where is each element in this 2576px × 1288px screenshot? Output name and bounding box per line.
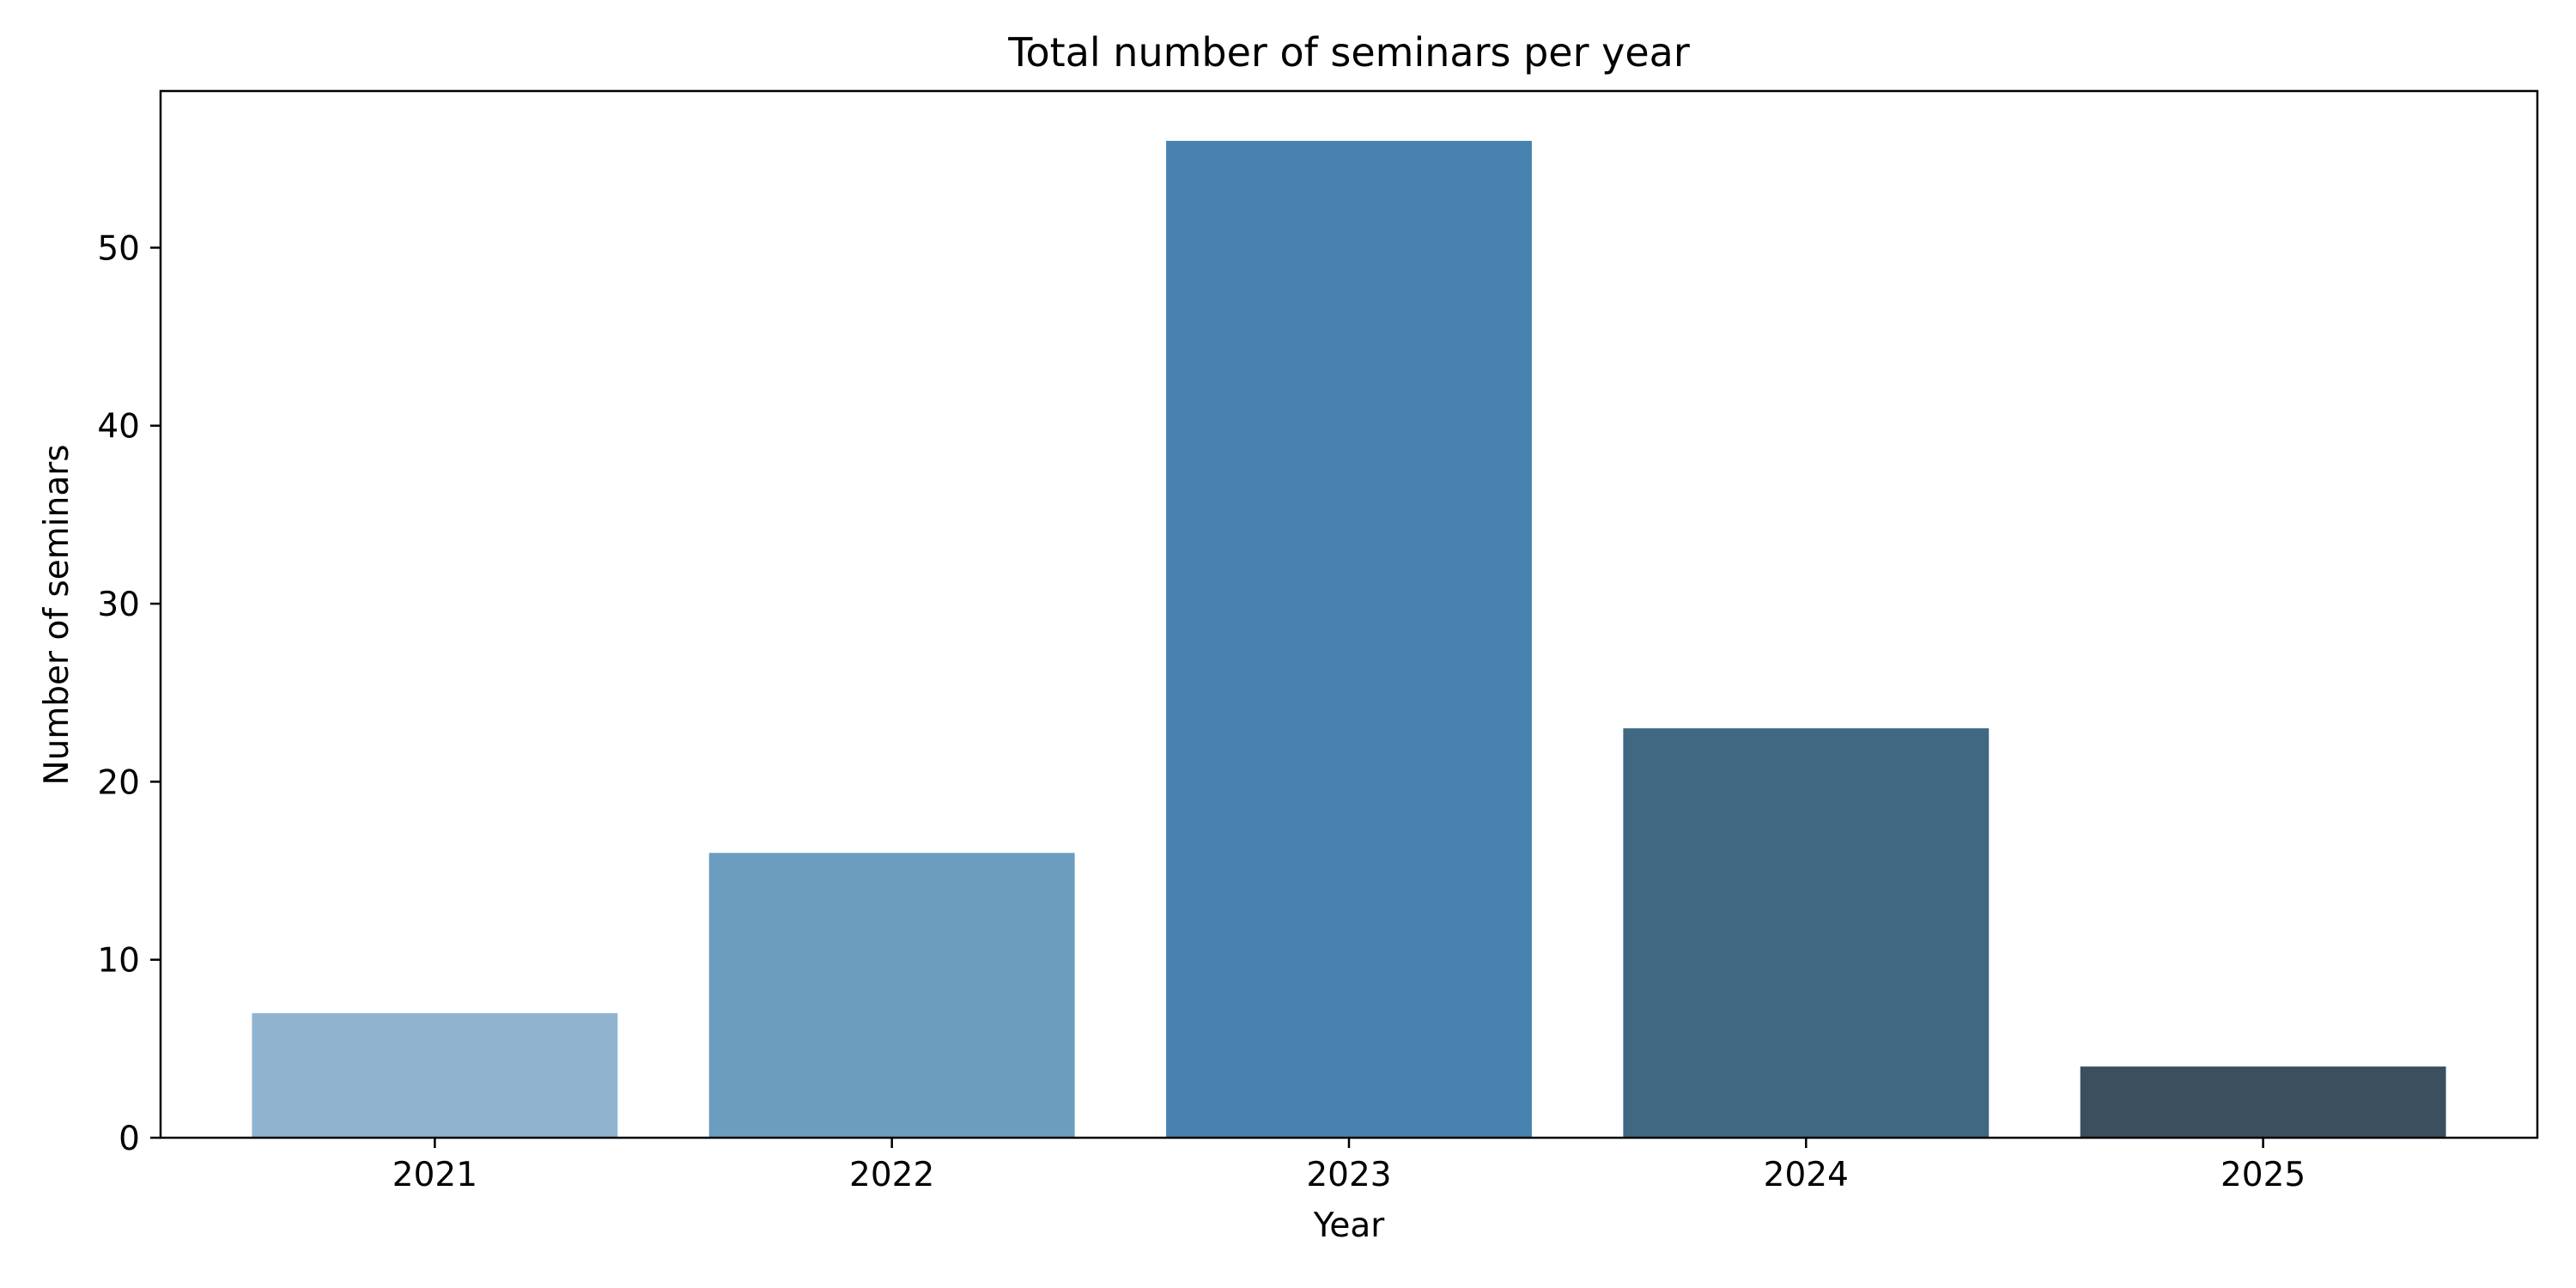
y-tick-label: 10 (97, 942, 140, 981)
x-tick-label: 2025 (2221, 1156, 2306, 1194)
plot-frame (159, 89, 2539, 1139)
bar-2022 (708, 853, 1075, 1138)
x-tick-label: 2023 (1306, 1156, 1391, 1194)
chart-title: Total number of seminars per year (1007, 29, 1690, 76)
y-tick-label: 20 (97, 763, 140, 802)
y-axis-ticks: 0 10 20 30 40 50 (97, 229, 161, 1158)
y-axis-label: Number of seminars (38, 444, 76, 785)
y-tick-label: 40 (97, 408, 140, 447)
y-tick-label: 0 (118, 1120, 140, 1158)
y-tick-label: 30 (97, 586, 140, 624)
bars-group (252, 141, 2446, 1139)
bar-2025 (2080, 1066, 2446, 1138)
x-axis-label: Year (1313, 1206, 1386, 1245)
x-tick-label: 2024 (1764, 1156, 1849, 1194)
bar-2023 (1166, 141, 1532, 1139)
y-tick-label: 50 (97, 229, 140, 268)
x-tick-label: 2022 (849, 1156, 934, 1194)
bar-2021 (252, 1012, 618, 1138)
x-tick-label: 2021 (392, 1156, 477, 1194)
bar-2024 (1623, 728, 1990, 1138)
x-axis-ticks: 2021 2022 2023 2024 2025 (392, 1138, 2306, 1194)
